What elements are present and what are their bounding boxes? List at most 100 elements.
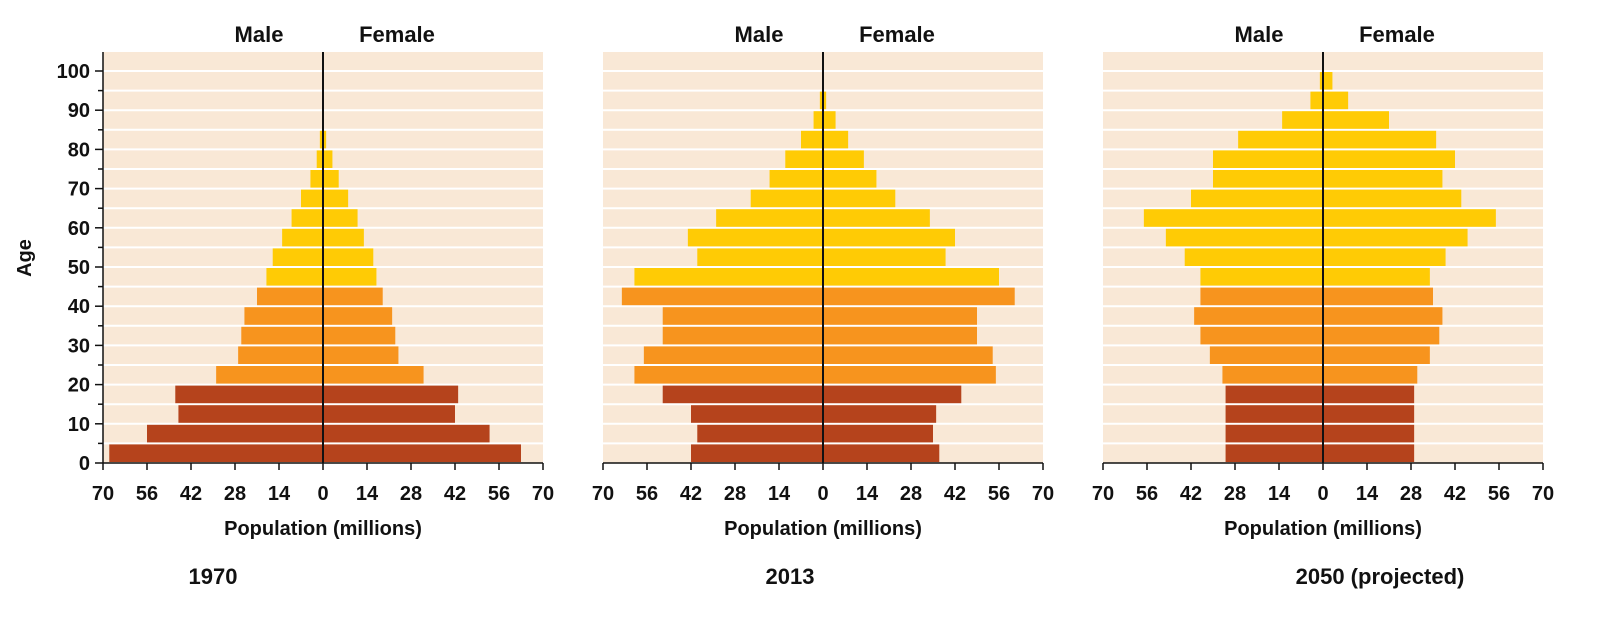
bar-male-55-59 <box>1165 228 1323 247</box>
x-tick-label: 70 <box>1032 483 1054 505</box>
bar-female-15-19 <box>1323 385 1415 404</box>
pyramid-panel-2: 70 56 42 28 14 0 14 28 42 56 70 Male Female Populatio… <box>1092 22 1554 589</box>
bar-male-65-69 <box>750 189 823 208</box>
bar-female-10-14 <box>1323 405 1415 423</box>
bar-female-5-9 <box>323 424 490 443</box>
bar-male-65-69 <box>1191 189 1323 208</box>
bar-female-40-44 <box>323 287 383 306</box>
bar-female-10-14 <box>823 405 937 423</box>
y-tick-label: 90 <box>68 100 90 122</box>
bar-male-35-39 <box>244 307 323 325</box>
bar-female-90-94 <box>1323 91 1349 110</box>
bar-female-95-99 <box>1323 72 1333 90</box>
bar-female-85-89 <box>1323 111 1389 129</box>
x-axis-label: Population (millions) <box>1224 518 1422 540</box>
y-tick-label: 70 <box>68 179 90 201</box>
bar-female-60-64 <box>1323 209 1496 227</box>
x-tick-label: 14 <box>768 483 791 505</box>
x-tick-label: 56 <box>136 483 158 505</box>
bar-male-60-64 <box>716 209 823 227</box>
bar-male-5-9 <box>147 424 323 443</box>
header-female: Female <box>1359 22 1435 47</box>
bar-female-65-69 <box>823 189 896 208</box>
bar-female-15-19 <box>823 385 962 404</box>
x-tick-label: 28 <box>224 483 246 505</box>
x-tick-label: 0 <box>317 483 328 505</box>
bar-male-10-14 <box>691 405 823 423</box>
bar-female-25-29 <box>323 346 399 364</box>
header-male: Male <box>235 22 284 47</box>
bar-male-55-59 <box>687 228 823 247</box>
bar-female-65-69 <box>1323 189 1462 208</box>
bar-female-35-39 <box>1323 307 1443 325</box>
y-tick-label: 80 <box>68 139 90 161</box>
bar-female-55-59 <box>823 228 955 247</box>
bar-female-20-24 <box>323 366 424 384</box>
bar-female-80-84 <box>323 130 327 149</box>
bar-male-35-39 <box>662 307 823 325</box>
bar-male-10-14 <box>1225 405 1323 423</box>
chart-title: 2013 <box>766 564 815 589</box>
x-tick-label: 28 <box>1400 483 1422 505</box>
x-tick-label: 42 <box>1180 483 1202 505</box>
bar-female-0-4 <box>1323 444 1415 462</box>
bar-female-5-9 <box>823 424 933 443</box>
x-tick-label: 42 <box>1444 483 1466 505</box>
chart-title: 2050 (projected) <box>1296 564 1465 589</box>
bar-male-30-34 <box>1200 326 1323 345</box>
header-female: Female <box>859 22 935 47</box>
bar-female-45-49 <box>1323 268 1430 286</box>
bar-female-50-54 <box>1323 248 1446 266</box>
bar-female-20-24 <box>1323 366 1418 384</box>
bar-female-55-59 <box>1323 228 1468 247</box>
bar-female-55-59 <box>323 228 364 247</box>
x-tick-label: 42 <box>180 483 202 505</box>
bar-male-70-74 <box>769 170 823 188</box>
bar-female-70-74 <box>823 170 877 188</box>
header-male: Male <box>1235 22 1284 47</box>
bar-male-20-24 <box>216 366 323 384</box>
bar-male-40-44 <box>621 287 823 306</box>
bar-male-45-49 <box>634 268 823 286</box>
bar-female-10-14 <box>323 405 455 423</box>
bar-male-60-64 <box>1143 209 1323 227</box>
bar-female-25-29 <box>823 346 993 364</box>
y-tick-label: 0 <box>79 453 90 475</box>
x-tick-label: 70 <box>592 483 614 505</box>
bar-female-80-84 <box>1323 130 1437 149</box>
bar-male-25-29 <box>238 346 323 364</box>
y-tick-label: 10 <box>68 414 90 436</box>
bar-male-0-4 <box>691 444 823 462</box>
bar-male-25-29 <box>1209 346 1323 364</box>
bar-female-60-64 <box>323 209 358 227</box>
chart-title: 1970 <box>189 564 238 589</box>
x-tick-label: 14 <box>856 483 879 505</box>
bar-female-0-4 <box>323 444 521 462</box>
x-tick-label: 70 <box>1532 483 1554 505</box>
bar-female-30-34 <box>323 326 396 345</box>
y-tick-label: 100 <box>57 61 90 83</box>
y-tick-label: 20 <box>68 375 90 397</box>
bar-female-0-4 <box>823 444 940 462</box>
bar-male-85-89 <box>1282 111 1323 129</box>
bar-male-15-19 <box>1225 385 1323 404</box>
x-tick-label: 56 <box>1136 483 1158 505</box>
pyramid-panel-0: 70 56 42 28 14 0 14 28 42 56 70 Male Female Populatio… <box>14 22 554 589</box>
bar-male-40-44 <box>1200 287 1323 306</box>
bar-male-80-84 <box>319 130 323 149</box>
bar-female-75-79 <box>323 150 333 168</box>
x-tick-label: 28 <box>900 483 922 505</box>
header-female: Female <box>359 22 435 47</box>
y-axis-label: Age <box>14 239 36 277</box>
pyramid-panel-1: 70 56 42 28 14 0 14 28 42 56 70 Male Female Populatio… <box>592 22 1054 589</box>
x-tick-label: 0 <box>1317 483 1328 505</box>
bar-male-65-69 <box>301 189 323 208</box>
bar-male-20-24 <box>634 366 823 384</box>
bar-male-80-84 <box>801 130 823 149</box>
bar-female-45-49 <box>323 268 377 286</box>
bar-male-90-94 <box>819 91 823 110</box>
x-tick-label: 14 <box>1268 483 1291 505</box>
x-tick-label: 28 <box>724 483 746 505</box>
x-tick-label: 42 <box>444 483 466 505</box>
x-tick-label: 56 <box>988 483 1010 505</box>
